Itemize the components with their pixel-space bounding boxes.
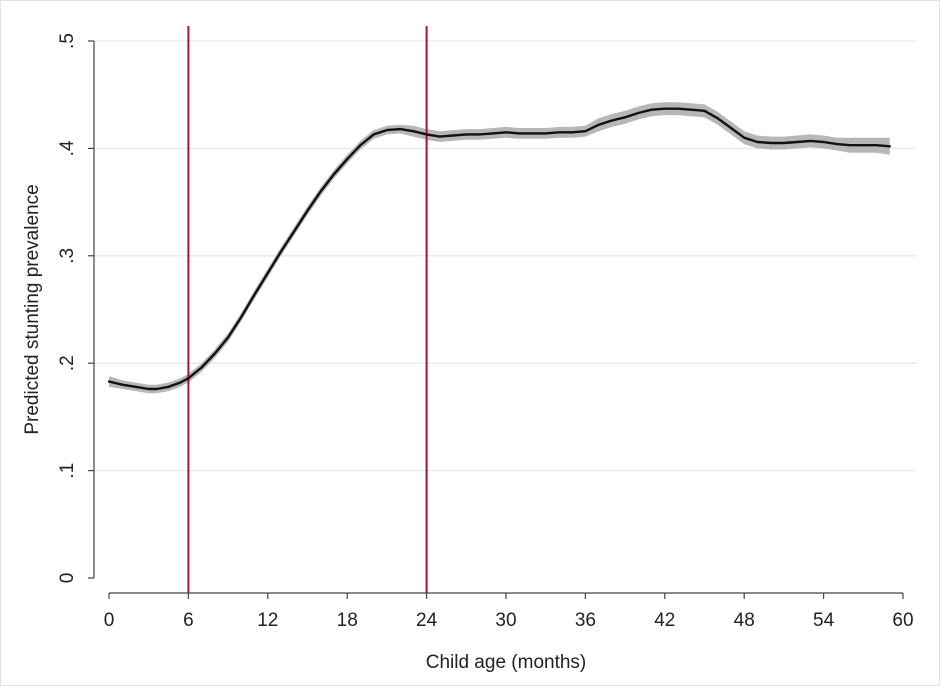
y-tick-label: .4	[57, 140, 78, 156]
x-tick-label: 42	[654, 610, 675, 631]
x-tick-label: 54	[813, 610, 835, 631]
x-tick-label: 24	[416, 610, 438, 631]
y-tick-label: 0	[57, 573, 78, 584]
x-tick-label: 36	[575, 610, 596, 631]
x-tick-label: 60	[892, 610, 913, 631]
ticks: 0 .1 .2 .3 .4 .5 0 6 12 18 24 30 36 42 48 54 60	[57, 33, 914, 631]
prediction-line-group	[107, 107, 891, 391]
y-tick-label: .3	[57, 248, 78, 264]
x-tick-label: 0	[104, 610, 115, 631]
prediction-line	[107, 107, 891, 391]
x-tick-label: 18	[337, 610, 358, 631]
y-tick-label: .5	[57, 33, 78, 49]
y-tick-label: .2	[57, 355, 78, 371]
x-tick-label: 6	[183, 610, 194, 631]
x-tick-label: 30	[495, 610, 516, 631]
y-axis-title: Predicted stunting prevalence	[22, 184, 43, 434]
axes	[93, 41, 903, 594]
x-tick-label: 48	[734, 610, 755, 631]
x-tick-label: 12	[257, 610, 278, 631]
confidence-band	[109, 102, 890, 394]
y-tick-label: .1	[57, 463, 78, 479]
reference-lines	[187, 26, 428, 593]
confidence-band-area	[109, 102, 890, 394]
gridlines	[94, 40, 917, 472]
x-axis-title: Child age (months)	[426, 652, 587, 673]
